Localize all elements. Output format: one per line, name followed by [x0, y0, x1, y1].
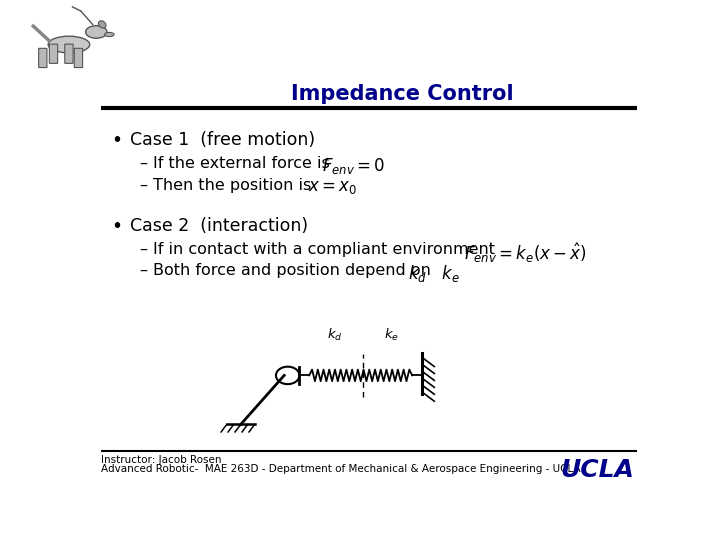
Text: $F_{env} = 0$: $F_{env} = 0$ — [322, 156, 385, 176]
Text: Both force and position depend on: Both force and position depend on — [153, 263, 431, 278]
Text: Instructor: Jacob Rosen: Instructor: Jacob Rosen — [101, 455, 222, 465]
Text: If the external force is: If the external force is — [153, 156, 330, 171]
Text: UCLA: UCLA — [560, 458, 634, 482]
Ellipse shape — [48, 36, 90, 53]
Text: Impedance Control: Impedance Control — [291, 84, 514, 104]
FancyBboxPatch shape — [65, 44, 73, 63]
Ellipse shape — [99, 21, 106, 28]
Text: –: – — [139, 156, 147, 171]
FancyBboxPatch shape — [74, 48, 83, 68]
Text: •: • — [111, 217, 122, 235]
Text: –: – — [139, 178, 147, 193]
Text: $F_{env} = k_e(x - \hat{x})$: $F_{env} = k_e(x - \hat{x})$ — [464, 241, 587, 265]
Text: $k_e$: $k_e$ — [384, 327, 399, 343]
Text: –: – — [139, 263, 147, 278]
FancyBboxPatch shape — [39, 48, 47, 68]
Text: Case 2  (interaction): Case 2 (interaction) — [130, 217, 308, 234]
Text: $x = x_0$: $x = x_0$ — [307, 178, 356, 196]
Text: –: – — [139, 241, 147, 256]
Ellipse shape — [104, 32, 114, 37]
Text: $k_d$: $k_d$ — [327, 327, 342, 343]
Text: Case 1  (free motion): Case 1 (free motion) — [130, 131, 315, 150]
Text: •: • — [111, 131, 122, 150]
Ellipse shape — [86, 26, 107, 38]
Text: Then the position is: Then the position is — [153, 178, 311, 193]
FancyBboxPatch shape — [50, 44, 58, 63]
Text: $k_d \quad k_e$: $k_d \quad k_e$ — [408, 263, 460, 284]
Text: Advanced Robotic-  MAE 263D - Department of Mechanical & Aerospace Engineering -: Advanced Robotic- MAE 263D - Department … — [101, 464, 581, 474]
Text: If in contact with a compliant environment: If in contact with a compliant environme… — [153, 241, 495, 256]
